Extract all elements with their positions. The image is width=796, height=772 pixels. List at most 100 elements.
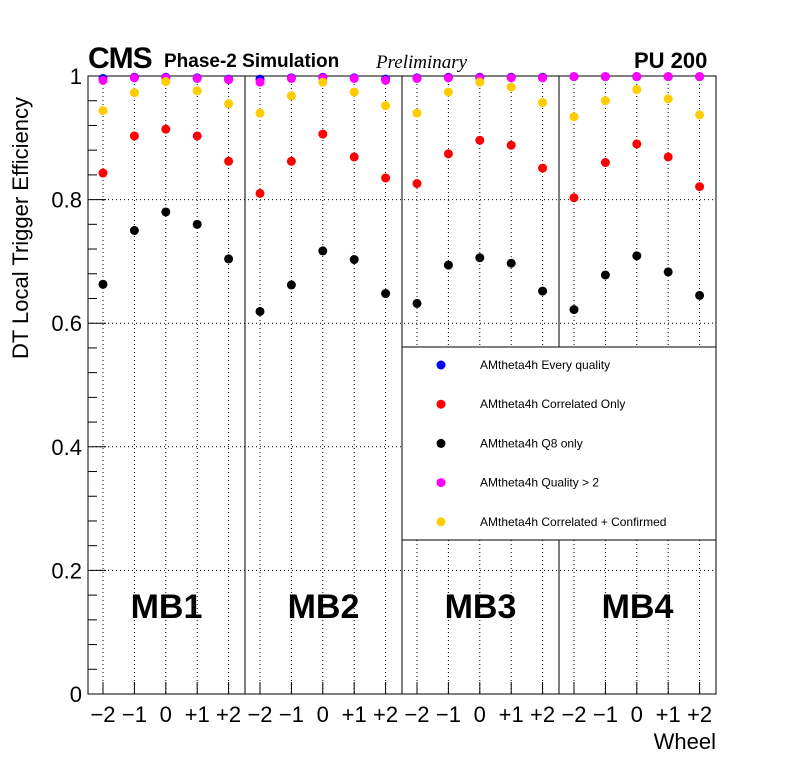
legend-entry: AMtheta4h Every quality [480, 358, 610, 372]
data-point [600, 96, 610, 106]
data-point [475, 253, 485, 263]
data-point [318, 77, 328, 87]
data-point [129, 73, 139, 83]
data-point [98, 75, 108, 85]
x-tick-label: +1 [185, 702, 210, 727]
legend-marker [436, 478, 446, 488]
data-point [506, 140, 516, 150]
data-point [695, 182, 705, 192]
series-1 [98, 72, 705, 84]
data-point [663, 267, 673, 277]
x-tick-label: +2 [373, 702, 398, 727]
data-point [129, 88, 139, 98]
data-point [632, 85, 642, 95]
x-tick-label: 0 [474, 702, 486, 727]
station-label: MB2 [288, 588, 360, 626]
data-point [224, 75, 234, 85]
data-point [663, 72, 673, 82]
data-point [98, 168, 108, 178]
data-point [569, 112, 579, 122]
station-panels: MB1 MB2 MB3 MB4 [131, 76, 674, 694]
data-point [286, 73, 296, 83]
x-tick-label: +2 [530, 702, 555, 727]
legend-marker [436, 438, 446, 448]
data-point [286, 156, 296, 166]
data-point [632, 251, 642, 261]
data-point [506, 82, 516, 92]
station-label: MB4 [602, 588, 674, 626]
legend-entry: AMtheta4h Correlated Only [480, 397, 625, 411]
data-point [381, 173, 391, 183]
y-tick-label: 0 [70, 682, 82, 707]
legend-marker [436, 517, 446, 527]
data-point [506, 73, 516, 83]
data-point [349, 87, 359, 97]
x-tick-label: −1 [279, 702, 304, 727]
data-point [318, 246, 328, 256]
data-point [600, 72, 610, 82]
data-point [286, 91, 296, 101]
data-point [255, 188, 265, 198]
data-point [412, 179, 422, 189]
y-axis-label: DT Local Trigger Efficiency [8, 97, 33, 359]
data-point [192, 86, 202, 96]
x-axis-label: Wheel [654, 729, 716, 754]
data-point [506, 258, 516, 268]
station-label: MB1 [131, 588, 203, 626]
x-tick-label: +1 [499, 702, 524, 727]
y-tick-label: 0.6 [51, 311, 82, 336]
data-point [255, 77, 265, 87]
x-tick-label: +2 [216, 702, 241, 727]
data-point [538, 98, 548, 108]
status-label: Preliminary [376, 52, 468, 73]
x-tick-label: +1 [656, 702, 681, 727]
data-point [381, 289, 391, 299]
subtitle-label: Phase-2 Simulation [164, 51, 340, 72]
x-tick-label: −2 [561, 702, 586, 727]
series-3 [98, 207, 705, 316]
legend-box [401, 346, 717, 541]
x-tick-label: 0 [160, 702, 172, 727]
data-point [569, 193, 579, 203]
data-point [98, 279, 108, 289]
data-point [224, 99, 234, 109]
data-point [632, 72, 642, 82]
data-point [663, 94, 673, 104]
data-point [600, 270, 610, 280]
y-tick-label: 0.2 [51, 558, 82, 583]
data-point [349, 152, 359, 162]
data-point [129, 131, 139, 141]
data-point [538, 163, 548, 173]
legend: AMtheta4h Every quality AMtheta4h Correla… [401, 346, 717, 541]
data-point [600, 158, 610, 168]
x-tick-label: −2 [404, 702, 429, 727]
series-4 [98, 72, 705, 87]
data-point [695, 110, 705, 120]
data-point [192, 131, 202, 141]
data-point [412, 298, 422, 308]
data-point [443, 149, 453, 159]
data-point [98, 106, 108, 116]
series-2 [98, 124, 705, 203]
data-point [129, 226, 139, 235]
data-point [443, 73, 453, 83]
legend-marker [436, 399, 446, 409]
data-point [475, 135, 485, 145]
x-tick-label: −2 [90, 702, 115, 727]
data-point [192, 219, 202, 229]
experiment-label: CMS [88, 42, 153, 75]
data-point [318, 129, 328, 139]
y-tick-label: 0.8 [51, 188, 82, 213]
data-point [224, 156, 234, 166]
data-point [286, 280, 296, 290]
data-point [538, 73, 548, 83]
legend-marker [436, 360, 446, 370]
legend-entry: AMtheta4h Correlated + Confirmed [480, 515, 666, 529]
data-point [569, 72, 579, 82]
x-tick-label: −1 [122, 702, 147, 727]
data-point [695, 72, 705, 82]
data-point [255, 108, 265, 118]
data-point [663, 152, 673, 162]
data-point [695, 290, 705, 300]
data-points [98, 72, 705, 316]
